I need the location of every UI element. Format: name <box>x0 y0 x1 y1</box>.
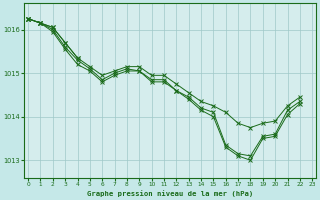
X-axis label: Graphe pression niveau de la mer (hPa): Graphe pression niveau de la mer (hPa) <box>87 190 253 197</box>
